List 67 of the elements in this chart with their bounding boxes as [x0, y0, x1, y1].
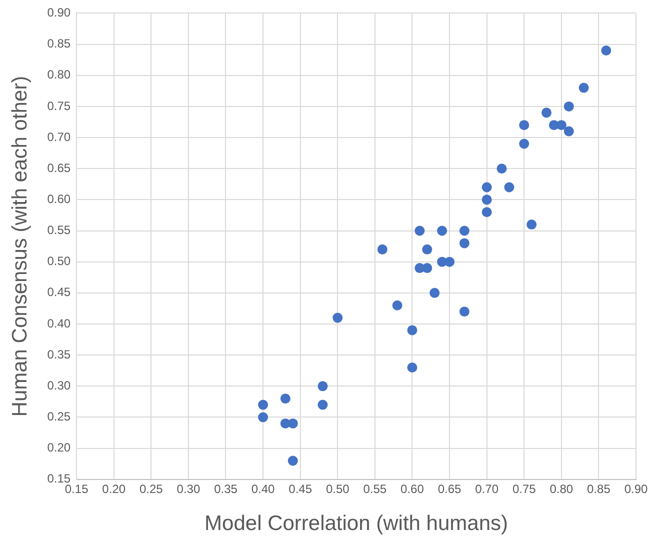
- y-axis-title: Human Consensus (with each other): [8, 76, 32, 417]
- x-tick-label: 0.85: [587, 482, 611, 496]
- x-tick-label: 0.65: [438, 482, 462, 496]
- point: [392, 300, 402, 310]
- x-tick-label: 0.30: [176, 482, 200, 496]
- y-tick-label: 0.85: [47, 36, 71, 51]
- point: [414, 226, 425, 236]
- point: [332, 312, 343, 323]
- x-tick-label: 0.45: [288, 482, 312, 496]
- point: [459, 306, 470, 317]
- point: [541, 108, 552, 118]
- point: [556, 120, 566, 130]
- y-tick-label: 0.25: [47, 410, 71, 424]
- point: [430, 288, 440, 298]
- point: [288, 418, 298, 428]
- x-axis-title: Model Correlation (with humans): [204, 512, 508, 536]
- point: [519, 138, 530, 149]
- y-tick-label: 0.50: [47, 254, 71, 268]
- y-tick-label: 0.45: [47, 285, 71, 300]
- y-tick-label: 0.55: [47, 223, 71, 238]
- point: [280, 394, 290, 404]
- y-tick-label: 0.60: [47, 192, 71, 206]
- point: [519, 120, 530, 130]
- y-tick-label: 0.30: [47, 378, 71, 392]
- point: [318, 400, 328, 410]
- point: [258, 400, 268, 410]
- x-tick-label: 0.70: [475, 482, 499, 496]
- point: [496, 164, 507, 174]
- point: [444, 256, 455, 267]
- y-tick-label: 0.35: [47, 347, 71, 362]
- point: [407, 325, 418, 336]
- x-tick-label: 0.50: [326, 482, 350, 496]
- x-tick-label: 0.25: [139, 482, 164, 496]
- y-tick-label: 0.20: [47, 440, 71, 455]
- x-tick-label: 0.55: [363, 482, 387, 496]
- point: [422, 244, 432, 254]
- point: [422, 263, 432, 274]
- x-tick-label: 0.80: [550, 482, 574, 496]
- point: [318, 381, 328, 392]
- x-tick-label: 0.60: [400, 482, 424, 496]
- y-tick-label: 0.80: [47, 68, 71, 82]
- y-tick-label: 0.65: [47, 160, 71, 175]
- point: [288, 456, 298, 466]
- point: [407, 362, 418, 373]
- x-tick-label: 0.20: [102, 482, 126, 496]
- point: [459, 226, 470, 236]
- y-tick-label: 0.40: [47, 316, 71, 330]
- point: [526, 220, 537, 230]
- point: [482, 194, 492, 205]
- x-tick-label: 0.40: [251, 482, 276, 496]
- y-tick-label: 0.75: [47, 98, 71, 113]
- y-tick-label: 0.90: [47, 6, 71, 20]
- x-tick-label: 0.35: [214, 482, 238, 496]
- y-tick-label: 0.70: [47, 130, 71, 144]
- point: [482, 207, 492, 218]
- point: [459, 238, 470, 248]
- point: [437, 226, 448, 236]
- x-tick-label: 0.75: [512, 482, 536, 496]
- point: [601, 45, 612, 56]
- point: [258, 412, 268, 422]
- point: [504, 182, 514, 192]
- point: [564, 101, 574, 112]
- point: [578, 82, 589, 93]
- x-tick-label: 0.90: [624, 482, 648, 496]
- point: [377, 244, 388, 254]
- point: [564, 126, 574, 136]
- point: [482, 182, 492, 192]
